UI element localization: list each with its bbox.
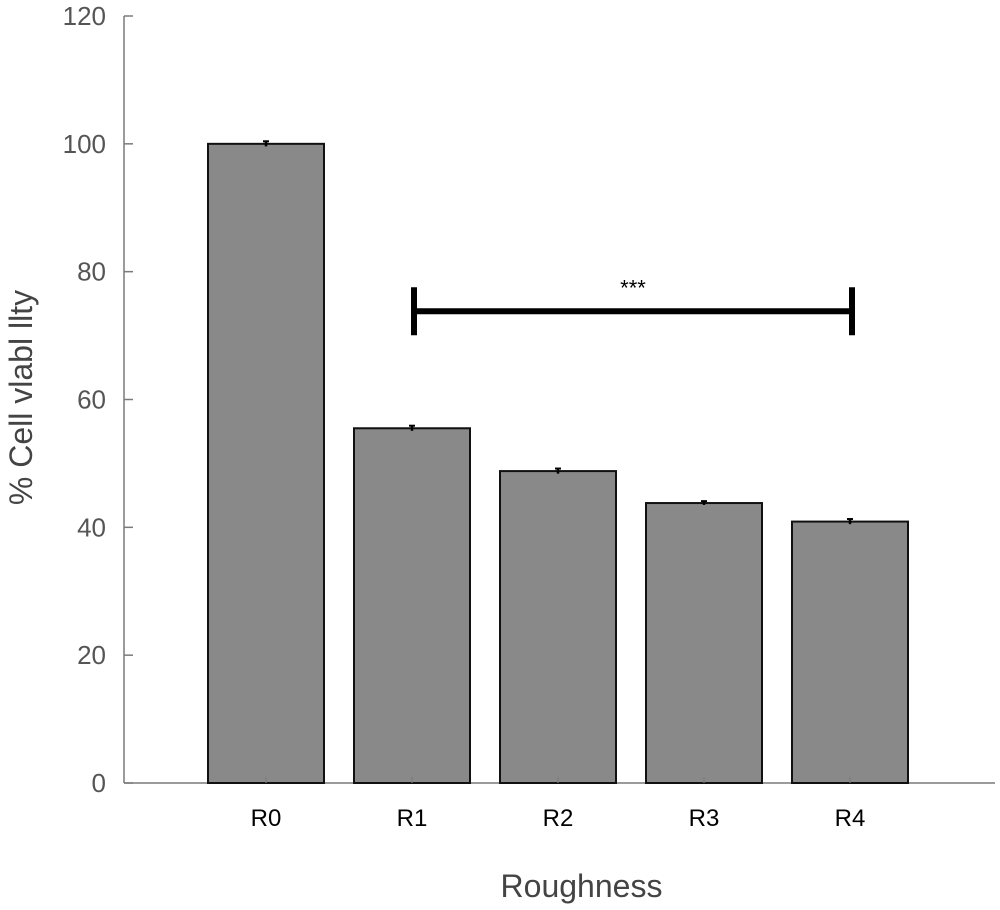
y-axis-label: % Cell vlabl llty bbox=[3, 290, 39, 505]
x-axis-label: Roughness bbox=[501, 868, 663, 904]
y-tick-label: 100 bbox=[63, 129, 106, 159]
x-tick-label: R4 bbox=[835, 805, 866, 832]
y-tick-label: 60 bbox=[77, 385, 106, 415]
bar bbox=[791, 520, 909, 784]
bar bbox=[207, 142, 325, 785]
bar bbox=[353, 427, 471, 784]
significance-annotation: *** bbox=[411, 275, 855, 336]
bar bbox=[645, 502, 763, 784]
y-tick-label: 80 bbox=[77, 257, 106, 287]
y-ticks: 0 20 40 60 80 100 120 bbox=[63, 1, 133, 798]
x-tick-labels: R0 R1 R2 R3 R4 bbox=[251, 777, 866, 832]
x-tick-label: R1 bbox=[397, 805, 428, 832]
x-tick-label: R3 bbox=[689, 805, 720, 832]
bar bbox=[499, 470, 617, 784]
significance-label: *** bbox=[620, 275, 646, 300]
error-bars bbox=[263, 140, 853, 525]
y-tick-label: 0 bbox=[92, 768, 106, 798]
y-tick-label: 40 bbox=[77, 512, 106, 542]
y-tick-label: 120 bbox=[63, 1, 106, 31]
bars bbox=[207, 142, 909, 785]
x-tick-label: R0 bbox=[251, 805, 282, 832]
y-tick-label: 20 bbox=[77, 640, 106, 670]
x-tick-label: R2 bbox=[543, 805, 574, 832]
